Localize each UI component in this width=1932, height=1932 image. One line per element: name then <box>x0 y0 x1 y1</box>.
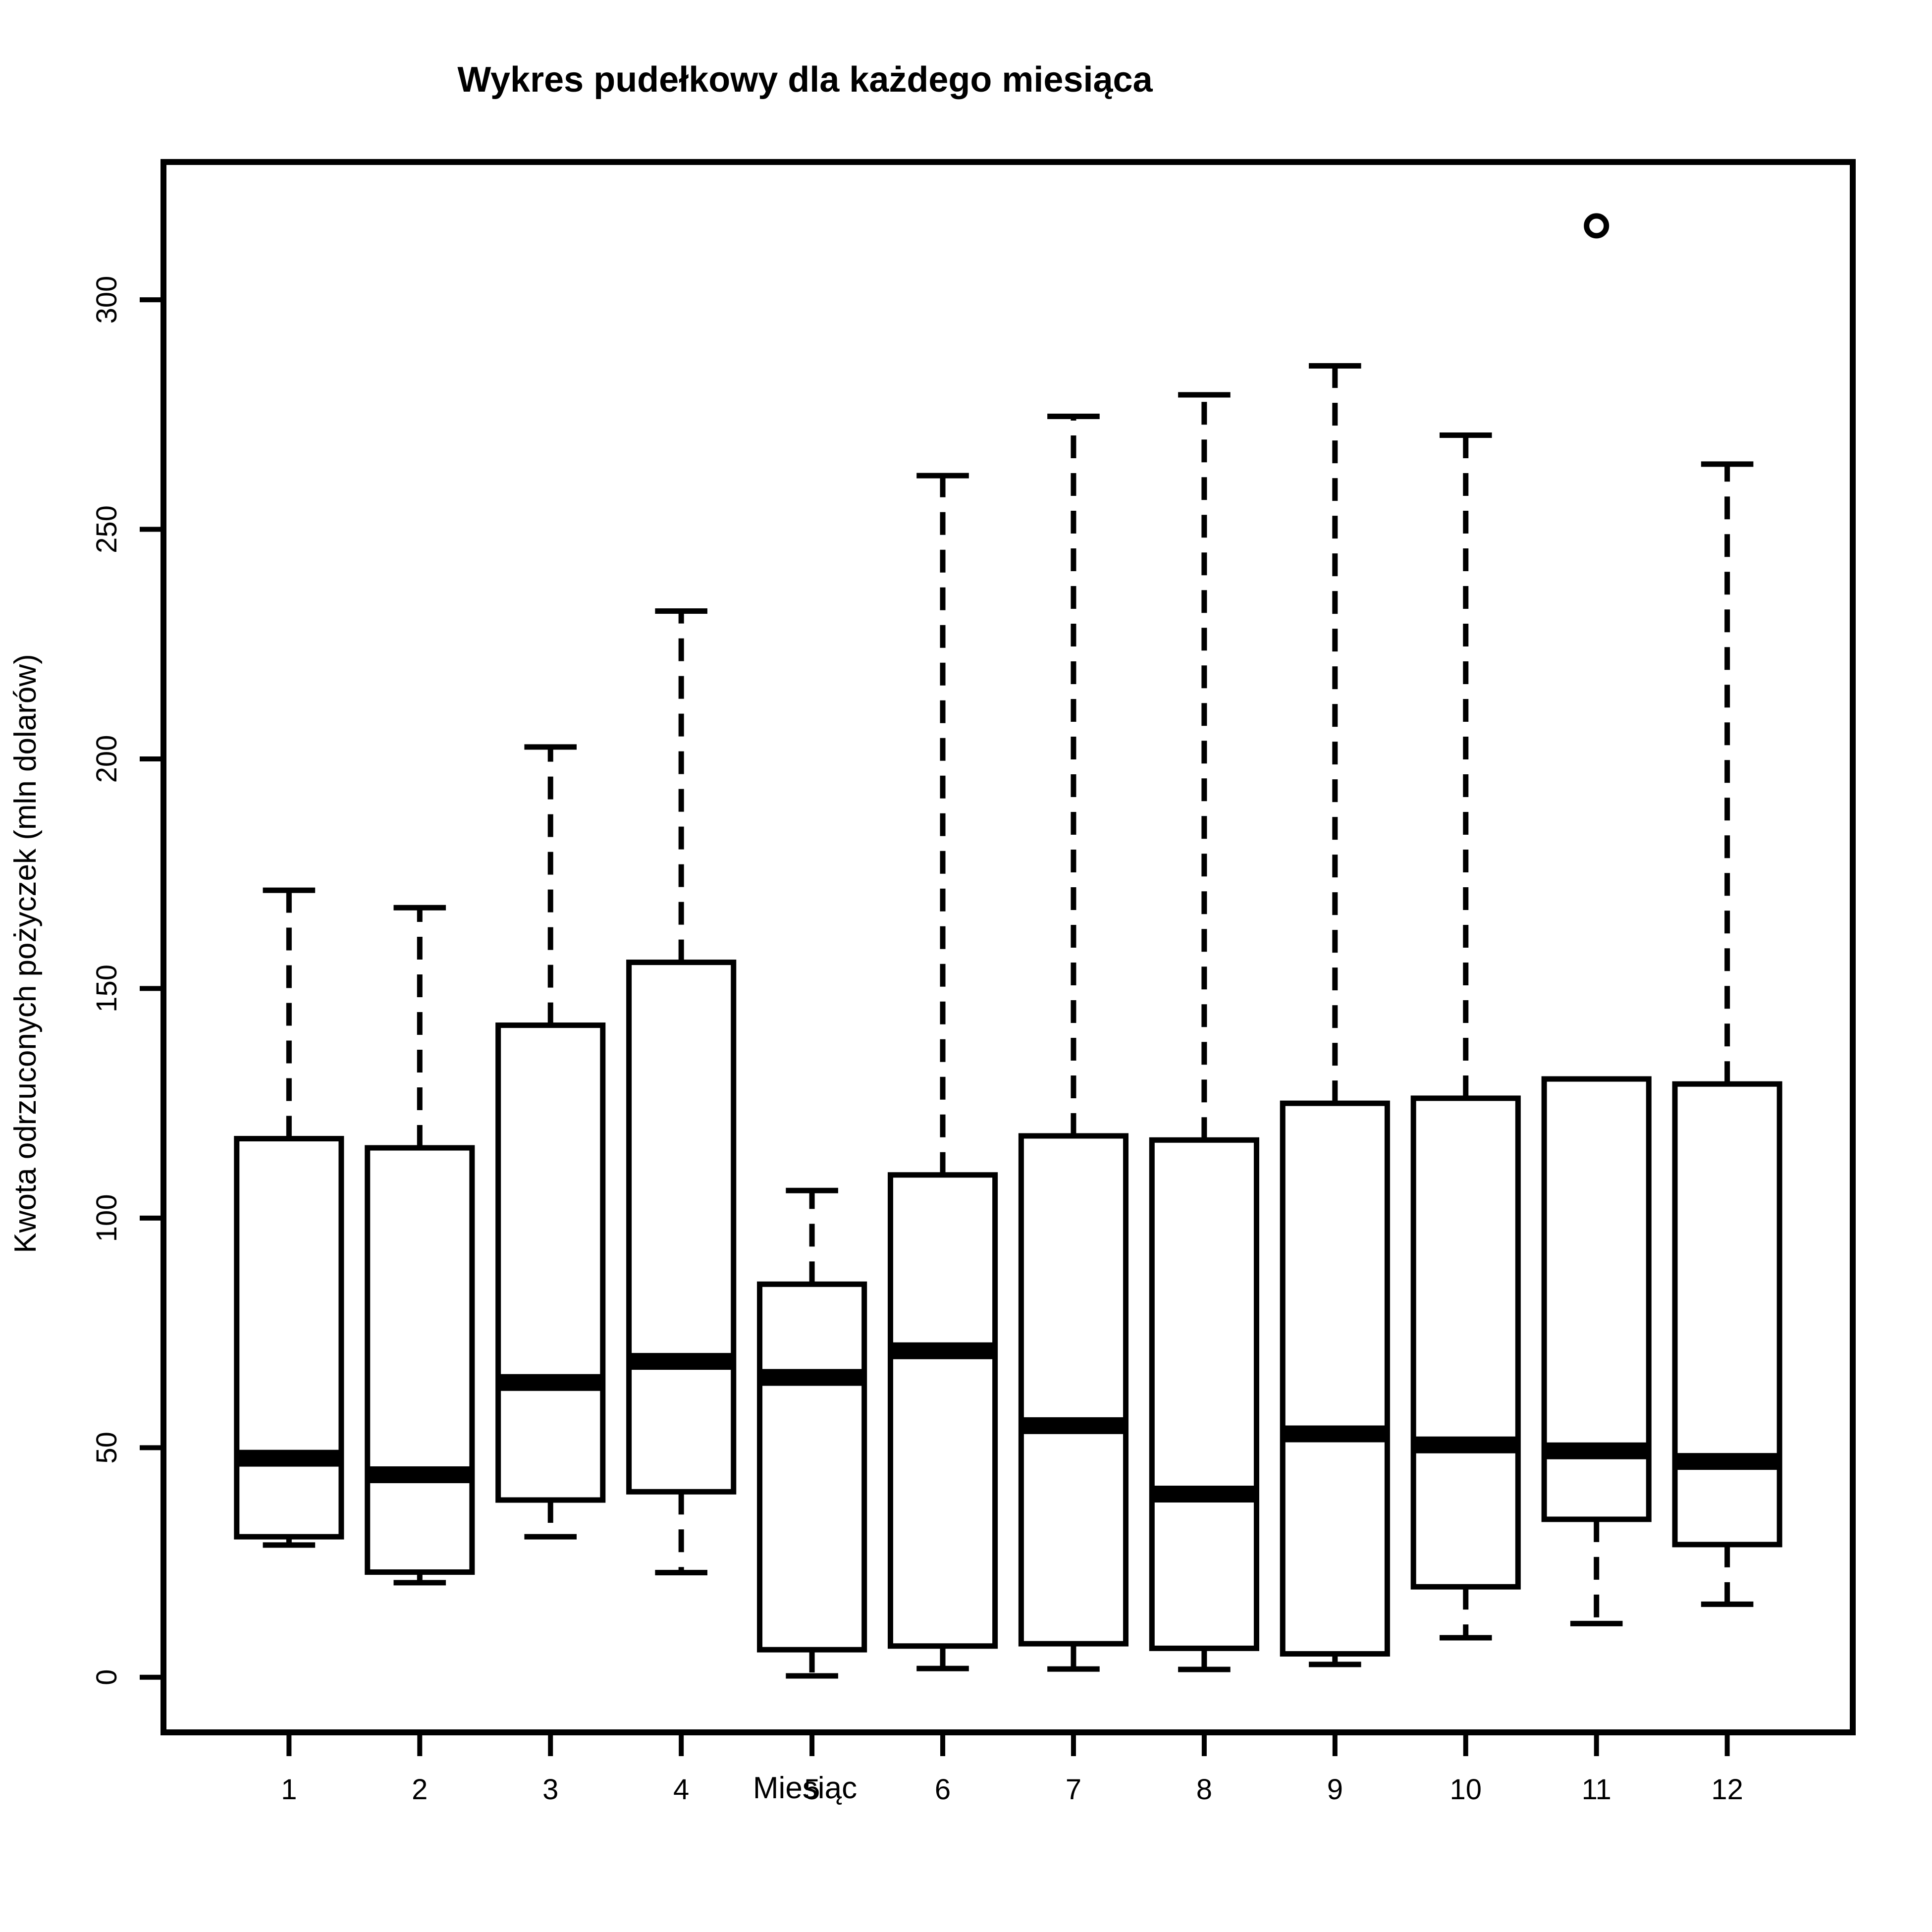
y-tick-label: 0 <box>91 1669 123 1685</box>
x-tick-label: 5 <box>804 1773 820 1806</box>
x-tick-label: 10 <box>1450 1773 1482 1806</box>
x-tick-label: 11 <box>1582 1773 1611 1806</box>
box-iqr <box>1018 1133 1129 1647</box>
y-tick-label: 100 <box>91 1194 123 1242</box>
box-iqr <box>365 1145 475 1575</box>
x-tick-label: 1 <box>281 1773 297 1806</box>
x-tick-label: 8 <box>1196 1773 1212 1806</box>
x-tick-label: 2 <box>412 1773 428 1806</box>
box-iqr <box>1149 1137 1259 1651</box>
y-tick-label: 50 <box>91 1432 123 1464</box>
x-tick-label: 4 <box>673 1773 689 1806</box>
plot-frame <box>161 159 1856 1735</box>
box-iqr <box>1672 1081 1782 1548</box>
x-tick-label: 7 <box>1066 1773 1081 1806</box>
x-axis-label: Miesiąc <box>753 1771 857 1805</box>
y-tick-label: 200 <box>91 735 123 783</box>
box-iqr <box>495 1022 606 1503</box>
x-tick-label: 9 <box>1327 1773 1343 1806</box>
box-iqr <box>626 960 737 1495</box>
y-tick-label: 300 <box>91 276 123 324</box>
box-iqr <box>1410 1095 1521 1590</box>
outlier-point <box>1584 213 1610 239</box>
y-axis-label: Kwota odrzuconych pożyczek (mln dolarów) <box>8 654 43 1253</box>
box-iqr <box>757 1281 867 1653</box>
y-tick-label: 250 <box>91 505 123 553</box>
box-iqr <box>887 1172 998 1649</box>
box-iqr <box>1280 1100 1390 1657</box>
x-tick-label: 6 <box>935 1773 951 1806</box>
chart-title: Wykres pudełkowy dla każdego miesiąca <box>457 60 1153 100</box>
y-tick-label: 150 <box>91 965 123 1013</box>
x-tick-label: 3 <box>542 1773 558 1806</box>
box-iqr <box>234 1136 344 1540</box>
x-tick-label: 12 <box>1711 1773 1743 1806</box>
